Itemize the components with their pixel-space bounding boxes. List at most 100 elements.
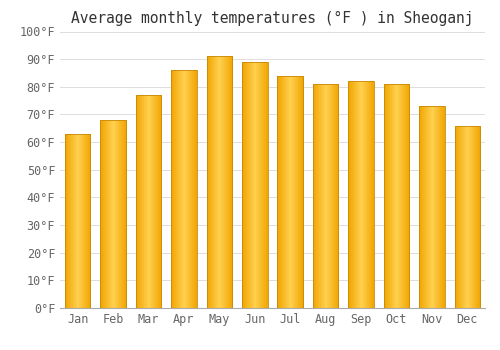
Bar [267,62,268,308]
Bar [192,70,193,308]
Bar [385,84,386,308]
Bar [86,134,87,308]
Bar [299,76,300,308]
Bar [351,81,352,308]
Bar [226,56,227,308]
Bar [251,62,252,308]
Bar [468,126,469,308]
Bar [89,134,90,308]
Bar [328,84,330,308]
Bar [278,76,303,308]
Bar [353,81,354,308]
Bar [84,134,86,308]
Bar [140,95,141,308]
Bar [218,56,219,308]
Bar [368,81,370,308]
Bar [110,120,111,308]
Bar [294,76,295,308]
Bar [371,81,372,308]
Bar [70,134,71,308]
Bar [138,95,139,308]
Bar [191,70,192,308]
Bar [114,120,115,308]
Bar [87,134,88,308]
Bar [75,134,76,308]
Bar [232,56,233,308]
Bar [431,106,432,308]
Bar [222,56,223,308]
Bar [288,76,290,308]
Bar [438,106,440,308]
Bar [438,106,439,308]
Bar [423,106,424,308]
Bar [194,70,195,308]
Bar [228,56,229,308]
Bar [474,126,475,308]
Bar [426,106,427,308]
Bar [466,126,467,308]
Bar [254,62,255,308]
Bar [455,126,456,308]
Bar [104,120,105,308]
Bar [464,126,465,308]
Bar [148,95,149,308]
Bar [457,126,458,308]
Bar [458,126,459,308]
Bar [173,70,174,308]
Bar [152,95,153,308]
Bar [296,76,297,308]
Bar [137,95,138,308]
Bar [115,120,116,308]
Bar [103,120,104,308]
Bar [265,62,266,308]
Bar [435,106,436,308]
Bar [434,106,435,308]
Bar [90,134,91,308]
Bar [206,56,232,308]
Bar [261,62,262,308]
Bar [211,56,212,308]
Bar [357,81,358,308]
Bar [303,76,304,308]
Bar [400,84,402,308]
Bar [263,62,264,308]
Bar [176,70,177,308]
Bar [390,84,391,308]
Bar [472,126,473,308]
Bar [224,56,225,308]
Bar [141,95,142,308]
Bar [255,62,256,308]
Bar [298,76,299,308]
Bar [476,126,477,308]
Bar [151,95,152,308]
Bar [358,81,359,308]
Bar [172,70,173,308]
Bar [100,120,126,308]
Bar [295,76,296,308]
Bar [392,84,393,308]
Bar [478,126,480,308]
Bar [335,84,336,308]
Bar [297,76,298,308]
Bar [454,126,455,308]
Bar [182,70,183,308]
Bar [113,120,114,308]
Bar [460,126,461,308]
Bar [352,81,353,308]
Bar [427,106,428,308]
Bar [338,84,339,308]
Bar [136,95,162,308]
Bar [196,70,198,308]
Bar [146,95,147,308]
Bar [120,120,122,308]
Bar [143,95,144,308]
Bar [313,84,314,308]
Bar [215,56,216,308]
Bar [329,84,330,308]
Bar [154,95,155,308]
Bar [214,56,215,308]
Bar [326,84,328,308]
Bar [421,106,422,308]
Bar [177,70,178,308]
Bar [264,62,265,308]
